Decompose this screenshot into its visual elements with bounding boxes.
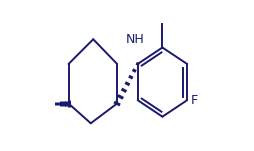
Text: NH: NH: [125, 33, 144, 46]
Text: F: F: [191, 94, 198, 107]
